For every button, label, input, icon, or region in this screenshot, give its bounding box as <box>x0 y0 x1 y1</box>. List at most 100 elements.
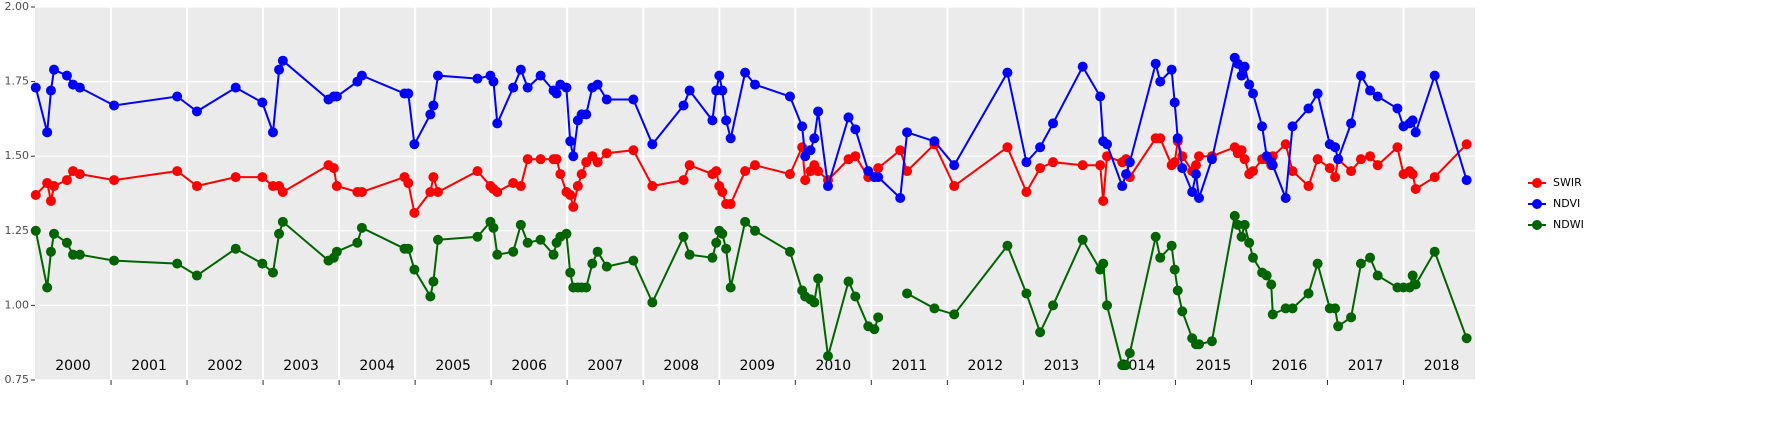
data-point <box>1247 166 1258 177</box>
data-point <box>172 166 183 177</box>
y-tick-label: 2.00 <box>5 0 30 13</box>
data-point <box>805 145 816 156</box>
data-point <box>1236 70 1247 81</box>
data-point <box>428 172 439 183</box>
data-point <box>869 324 880 335</box>
data-point <box>45 246 56 257</box>
data-point <box>568 151 579 162</box>
data-point <box>711 237 722 248</box>
data-point <box>822 181 833 192</box>
data-point <box>1330 303 1341 314</box>
data-point <box>1002 240 1013 251</box>
data-point <box>230 172 241 183</box>
data-point <box>1461 333 1472 344</box>
data-point <box>428 276 439 287</box>
data-point <box>331 246 342 257</box>
data-point <box>1177 163 1188 174</box>
data-point <box>403 243 414 254</box>
data-point <box>1244 79 1255 90</box>
data-point <box>432 70 443 81</box>
x-tick-label: 2010 <box>815 358 851 374</box>
data-point <box>647 297 658 308</box>
data-point <box>592 157 603 168</box>
data-point <box>1429 246 1440 257</box>
data-point <box>522 237 533 248</box>
data-point <box>1303 103 1314 114</box>
data-point <box>592 246 603 257</box>
data-point <box>267 267 278 278</box>
data-point <box>1303 181 1314 192</box>
data-point <box>30 189 41 200</box>
data-point <box>717 85 728 96</box>
data-point <box>601 148 612 159</box>
data-point <box>1407 115 1418 126</box>
x-tick-label: 2015 <box>1196 358 1232 374</box>
data-point <box>1346 118 1357 129</box>
data-point <box>1002 142 1013 153</box>
data-point <box>492 187 503 198</box>
data-point <box>1177 306 1188 317</box>
data-point <box>535 154 546 165</box>
x-tick-label: 2001 <box>131 358 167 374</box>
data-point <box>1247 88 1258 99</box>
data-point <box>1102 139 1113 150</box>
data-point <box>1239 61 1250 72</box>
data-point <box>628 94 639 105</box>
data-point <box>515 64 526 75</box>
data-point <box>472 231 483 242</box>
data-point <box>1239 154 1250 165</box>
data-point <box>576 169 587 180</box>
data-point <box>30 225 41 236</box>
data-point <box>1229 210 1240 221</box>
data-point <box>1002 67 1013 78</box>
data-point <box>522 154 533 165</box>
data-point <box>1410 184 1421 195</box>
data-point <box>684 249 695 260</box>
data-point <box>1232 219 1243 230</box>
data-point <box>1194 192 1205 203</box>
data-point <box>1169 264 1180 275</box>
data-point <box>684 160 695 171</box>
data-point <box>628 145 639 156</box>
data-point <box>535 234 546 245</box>
data-point <box>902 166 913 177</box>
data-point <box>850 124 861 135</box>
legend-label: SWIR <box>1553 176 1582 189</box>
data-point <box>601 261 612 272</box>
legend-label: NDVI <box>1553 197 1580 210</box>
data-point <box>257 97 268 108</box>
data-point <box>551 88 562 99</box>
x-tick-label: 2017 <box>1348 358 1384 374</box>
data-point <box>717 187 728 198</box>
data-point <box>561 228 572 239</box>
data-point <box>1333 154 1344 165</box>
data-point <box>678 231 689 242</box>
data-point <box>850 151 861 162</box>
data-point <box>1190 160 1201 171</box>
y-tick-label: 0.75 <box>5 373 30 386</box>
data-point <box>1169 97 1180 108</box>
data-point <box>1035 142 1046 153</box>
data-point <box>714 70 725 81</box>
data-point <box>740 166 751 177</box>
data-point <box>711 166 722 177</box>
data-point <box>191 106 202 117</box>
data-point <box>873 163 884 174</box>
data-point <box>492 118 503 129</box>
data-point <box>1244 237 1255 248</box>
x-tick-label: 2002 <box>207 358 243 374</box>
data-point <box>1365 85 1376 96</box>
data-point <box>1177 151 1188 162</box>
data-point <box>721 243 732 254</box>
data-point <box>1266 279 1277 290</box>
data-point <box>1155 133 1166 144</box>
x-tick-label: 2018 <box>1424 358 1460 374</box>
data-point <box>1312 258 1323 269</box>
y-tick-label: 1.00 <box>5 298 30 311</box>
data-point <box>684 85 695 96</box>
data-point <box>707 115 718 126</box>
data-point <box>257 258 268 269</box>
data-point <box>508 178 519 189</box>
data-point <box>581 109 592 120</box>
data-point <box>356 70 367 81</box>
